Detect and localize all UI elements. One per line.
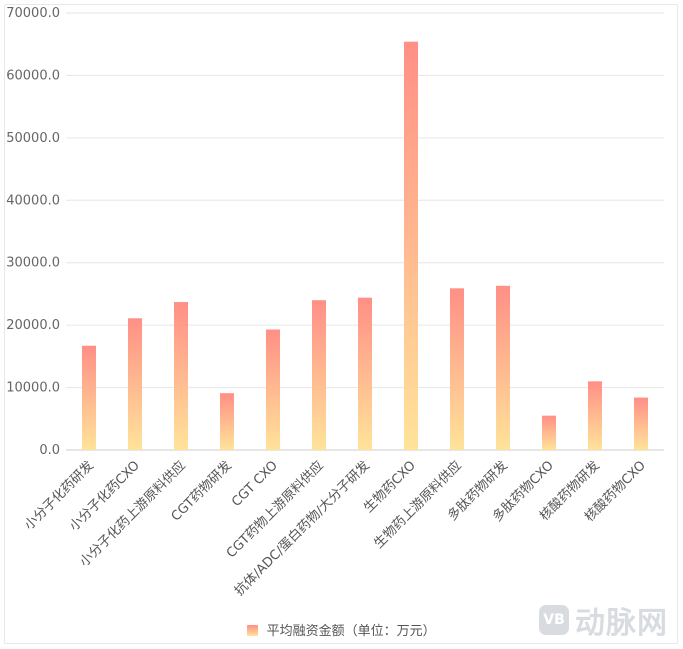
bar (588, 381, 602, 450)
chart-frame (4, 4, 678, 644)
bar (542, 415, 556, 450)
y-axis-tick-labels: 0.0 10000.0 20000.0 30000.0 40000.0 50000.0 60… (6, 6, 60, 458)
y-tick-label: 30000.0 (6, 256, 60, 271)
bar (404, 41, 418, 451)
watermark: VB 动脉网 (539, 603, 668, 641)
bar (634, 397, 648, 450)
y-tick-label: 70000.0 (6, 6, 60, 21)
bar (174, 302, 188, 450)
y-tick-label: 0.0 (39, 443, 60, 458)
legend-swatch (247, 625, 259, 636)
bar (128, 318, 142, 450)
x-category-label: 生物药上游原料供应 (371, 458, 465, 552)
gridlines (66, 12, 664, 451)
y-tick-label: 50000.0 (6, 131, 60, 146)
bar (312, 300, 326, 450)
bar (450, 288, 464, 450)
watermark-logo-icon: VB (539, 605, 569, 635)
watermark-text: 动脉网 (575, 606, 668, 641)
y-tick-label: 40000.0 (6, 193, 60, 208)
y-tick-label: 20000.0 (6, 318, 60, 333)
bar (82, 345, 96, 450)
y-tick-label: 60000.0 (6, 68, 60, 83)
bar (220, 393, 234, 450)
bar (496, 285, 510, 450)
bars (82, 41, 648, 451)
legend: 平均融资金额（单位：万元） (0, 620, 683, 639)
y-tick-label: 10000.0 (6, 381, 60, 396)
legend-label: 平均融资金额（单位：万元） (266, 624, 436, 639)
bar (358, 297, 372, 450)
bar (266, 329, 280, 450)
